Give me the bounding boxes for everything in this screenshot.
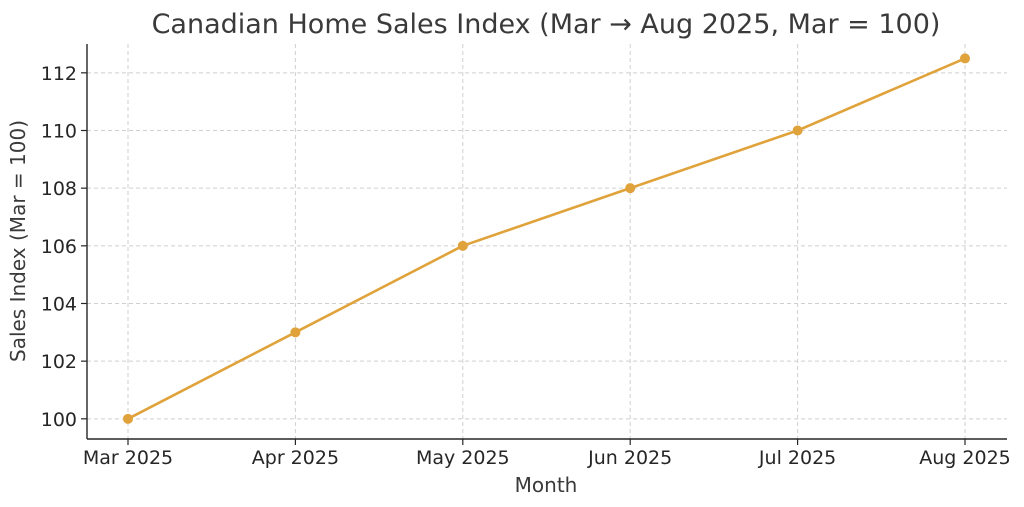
data-point [290,327,301,338]
x-tick-label: Apr 2025 [252,447,339,469]
series-line [127,57,966,420]
data-point [792,125,803,136]
data-point [123,413,133,424]
x-tick-label: May 2025 [416,447,510,469]
y-axis-label: Sales Index (Mar = 100) [6,120,30,362]
x-axis-ticks: Mar 2025 Apr 2025 May 2025 Jun 2025 Jul 2025… [83,439,1011,469]
y-tick-label: 102 [41,351,77,373]
y-axis-ticks: 100 102 104 106 108 110 112 [41,63,87,431]
data-point [625,183,636,194]
data-point [960,53,970,64]
y-tick-label: 110 [41,120,77,142]
x-tick-label: Aug 2025 [919,447,1011,469]
series-group [123,53,970,424]
data-point [457,240,468,251]
axes [86,44,1007,440]
y-tick-label: 100 [41,409,77,431]
grid [87,44,1007,439]
x-axis-label: Month [515,473,578,497]
y-tick-label: 104 [41,293,77,315]
x-tick-label: Jul 2025 [758,447,836,469]
x-tick-label: Jun 2025 [587,447,672,469]
y-tick-label: 106 [41,236,77,258]
y-tick-label: 112 [41,63,77,85]
y-tick-label: 108 [41,178,77,200]
x-tick-label: Mar 2025 [83,447,173,469]
chart-title: Canadian Home Sales Index (Mar → Aug 202… [152,9,941,40]
